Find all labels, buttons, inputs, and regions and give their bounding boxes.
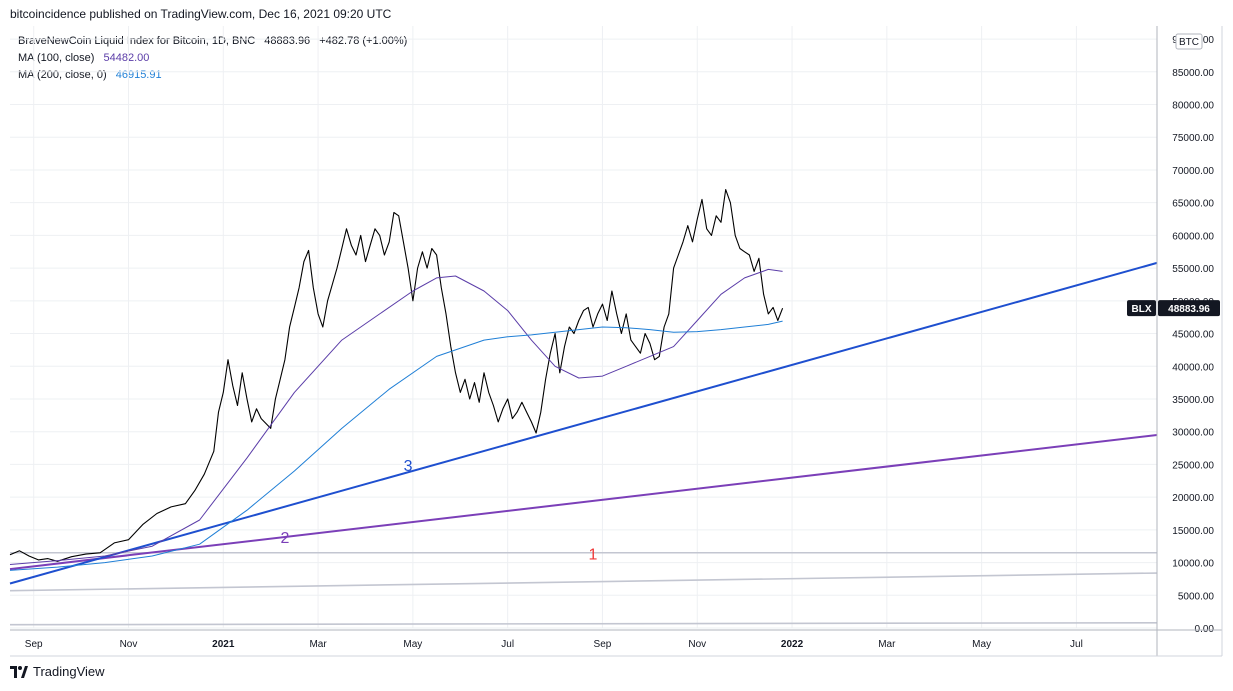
- y-tick-label: 20000.00: [1172, 493, 1214, 504]
- currency-badge[interactable]: BTC: [1175, 33, 1203, 50]
- ma100-legend[interactable]: MA (100, close) 54482.00: [18, 52, 149, 64]
- price-tag-value-box: [1158, 300, 1220, 317]
- price-tag-symbol-box: [1127, 300, 1156, 317]
- y-tick-label: 60000.00: [1172, 231, 1214, 242]
- grid: [10, 26, 1157, 629]
- y-tick-label: 15000.00: [1172, 526, 1214, 537]
- annotations: 1 2 3: [280, 458, 597, 563]
- trendline-number-label: 3: [404, 458, 413, 475]
- trendline-number-label: 1: [589, 546, 598, 563]
- series: [9, 189, 784, 571]
- y-tick-label: 25000.00: [1172, 460, 1214, 471]
- y-tick-label: 55000.00: [1172, 264, 1214, 275]
- y-tick-label: 10000.00: [1172, 559, 1214, 570]
- x-tick-label: 2022: [781, 639, 804, 650]
- y-tick-label: 40000.00: [1172, 362, 1214, 373]
- x-tick-label: Jul: [501, 639, 514, 650]
- y-tick-label: 5000.00: [1178, 591, 1215, 602]
- x-tick-label: May: [403, 639, 422, 650]
- trendlines: [9, 261, 1158, 626]
- price-tag-value: 48883.96: [1168, 304, 1210, 315]
- series-line-ma-200-close-0-[interactable]: [9, 320, 783, 571]
- symbol-legend[interactable]: BraveNewCoin Liquid Index for Bitcoin, 1…: [18, 35, 407, 47]
- x-tick-label: 2021: [212, 639, 235, 650]
- axes: 0.005000.0010000.0015000.0020000.0025000…: [10, 26, 1223, 657]
- ma100-label: MA (100, close): [18, 52, 95, 64]
- price-tag: BLX 48883.96: [1127, 300, 1220, 317]
- ma100-value: 54482.00: [103, 52, 150, 64]
- y-tick-label: 70000.00: [1172, 166, 1214, 177]
- y-tick-label: 45000.00: [1172, 330, 1214, 341]
- currency-badge-label: BTC: [1179, 37, 1199, 48]
- series-line-blx[interactable]: [9, 189, 784, 562]
- trendline[interactable]: [9, 621, 1158, 626]
- y-tick-label: 65000.00: [1172, 199, 1214, 210]
- y-tick-label: 30000.00: [1172, 428, 1214, 439]
- trendline-number-label: 2: [280, 530, 289, 547]
- brand-name: TradingView: [33, 664, 105, 679]
- price-change: +482.78 (+1.00%): [319, 35, 408, 47]
- x-tick-label: Sep: [25, 639, 43, 650]
- x-tick-label: May: [972, 639, 991, 650]
- series-line-ma-100-close-[interactable]: [9, 268, 783, 565]
- x-tick-label: Nov: [688, 639, 706, 650]
- currency-badge-box: [1175, 33, 1203, 50]
- tradingview-footer[interactable]: TradingView: [10, 664, 105, 679]
- x-tick-label: Jul: [1070, 639, 1083, 650]
- publisher-line: bitcoincidence published on TradingView.…: [10, 7, 392, 21]
- last-price: 48883.96: [264, 35, 311, 47]
- x-tick-label: Mar: [309, 639, 327, 650]
- y-tick-label: 35000.00: [1172, 395, 1214, 406]
- x-tick-label: Nov: [120, 639, 138, 650]
- trendline[interactable]: [9, 572, 1158, 592]
- x-tick-label: Sep: [594, 639, 612, 650]
- price-tag-symbol: BLX: [1132, 304, 1152, 315]
- y-tick-label: 80000.00: [1172, 101, 1214, 112]
- symbol-title: BraveNewCoin Liquid Index for Bitcoin, 1…: [18, 35, 256, 47]
- y-tick-label: 85000.00: [1172, 68, 1214, 79]
- trendline-3[interactable]: [9, 261, 1158, 585]
- trendline-2[interactable]: [9, 433, 1158, 571]
- tradingview-logo-icon: [10, 665, 28, 678]
- y-tick-label: 75000.00: [1172, 133, 1214, 144]
- x-tick-label: Mar: [878, 639, 896, 650]
